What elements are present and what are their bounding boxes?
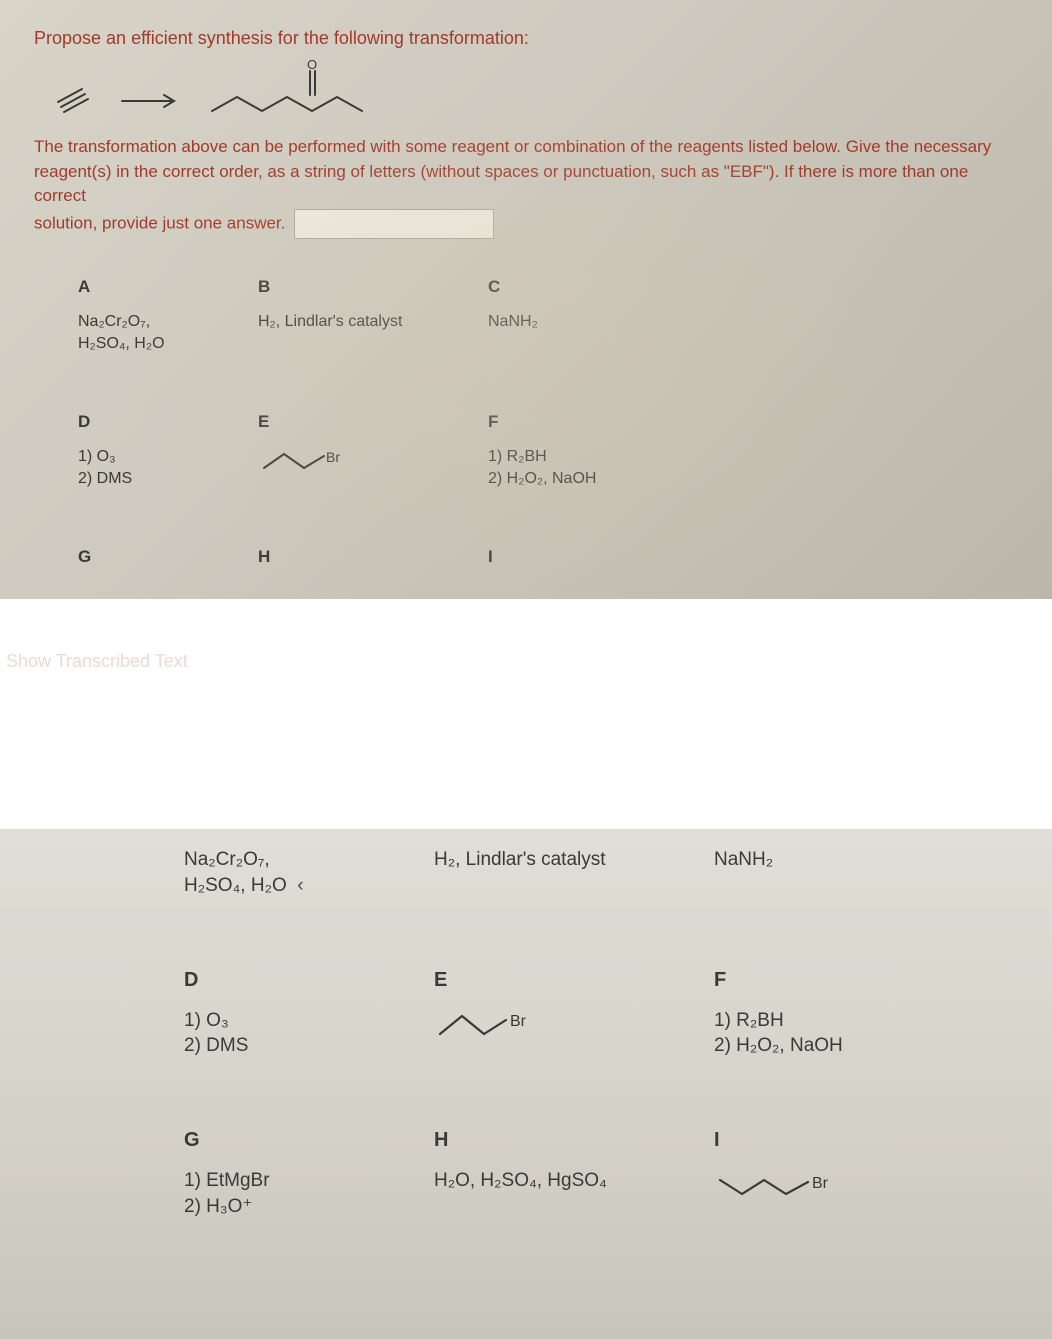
reaction-scheme: O: [52, 59, 1018, 121]
bot-reagent-a: Na₂Cr₂O₇, H₂SO₄, H₂O ‹: [184, 847, 434, 898]
reagent-a: A Na₂Cr₂O₇, H₂SO₄, H₂O: [78, 277, 258, 354]
reagent-e-label: E: [258, 412, 488, 432]
bot-reagent-e: E Br: [434, 969, 714, 1059]
reagent-d-label: D: [78, 412, 258, 432]
bot-reagent-c-line1: NaNH₂: [714, 847, 934, 873]
reagent-i-label: I: [488, 547, 668, 567]
bot-reagent-f-line2: 2) H₂O₂, NaOH: [714, 1035, 843, 1056]
reagent-a-line1: Na₂Cr₂O₇,: [78, 313, 150, 330]
middle-gap: Show Transcribed Text: [0, 599, 1052, 829]
bot-reagent-b: H₂, Lindlar's catalyst: [434, 847, 714, 898]
instruction-line-3: solution, provide just one answer.: [34, 213, 285, 232]
reagent-f-line1: 1) R₂BH: [488, 448, 547, 465]
reagent-f: F 1) R₂BH 2) H₂O₂, NaOH: [488, 412, 668, 489]
reagent-b-label: B: [258, 277, 488, 297]
question-panel-top: Propose an efficient synthesis for the f…: [0, 0, 1052, 599]
reagent-a-label: A: [78, 277, 258, 297]
question-panel-bottom: Na₂Cr₂O₇, H₂SO₄, H₂O ‹ H₂, Lindlar's cat…: [0, 829, 1052, 1339]
bot-reagent-a-line1: Na₂Cr₂O₇,: [184, 849, 270, 870]
bot-reagent-d-label: D: [184, 969, 434, 992]
bot-reagent-h-label: H: [434, 1129, 714, 1152]
bot-reagent-g-line1: 1) EtMgBr: [184, 1170, 270, 1191]
caret-icon: ‹: [292, 875, 304, 896]
reagent-d-line2: 2) DMS: [78, 470, 132, 487]
bot-reagent-b-line1: H₂, Lindlar's catalyst: [434, 847, 714, 873]
reagent-grid-top: A Na₂Cr₂O₇, H₂SO₄, H₂O B H₂, Lindlar's c…: [78, 277, 1018, 581]
instruction-line-1: The transformation above can be performe…: [34, 137, 991, 156]
reagent-f-label: F: [488, 412, 668, 432]
bot-reagent-f-line1: 1) R₂BH: [714, 1010, 784, 1031]
reagent-c-label: C: [488, 277, 668, 297]
reagent-d-line1: 1) O₃: [78, 448, 116, 465]
bot-reagent-g-line2: 2) H₃O⁺: [184, 1196, 252, 1217]
reagent-e: E Br: [258, 412, 488, 489]
allyl-bromide-icon: Br: [434, 1008, 534, 1040]
reagent-g-label: G: [78, 547, 258, 567]
bot-reagent-f: F 1) R₂BH 2) H₂O₂, NaOH: [714, 969, 934, 1059]
bot-reagent-e-label: E: [434, 969, 714, 992]
instruction-line-2: reagent(s) in the correct order, as a st…: [34, 162, 968, 206]
instruction-text: The transformation above can be performe…: [34, 135, 1004, 239]
reagent-i: I: [488, 547, 668, 581]
bot-reagent-c: NaNH₂: [714, 847, 934, 898]
butyl-bromide-icon: Br: [714, 1168, 834, 1200]
reagent-c: C NaNH₂: [488, 277, 668, 354]
allyl-bromide-icon: Br: [258, 446, 348, 474]
reagent-d: D 1) O₃ 2) DMS: [78, 412, 258, 489]
reagent-f-line2: 2) H₂O₂, NaOH: [488, 470, 596, 487]
reagent-g: G: [78, 547, 258, 581]
bot-reagent-g-label: G: [184, 1129, 434, 1152]
reagent-e-br: Br: [326, 449, 340, 465]
reagent-h-label: H: [258, 547, 488, 567]
bot-reagent-i-br: Br: [812, 1175, 829, 1192]
reagent-a-line2: H₂SO₄, H₂O: [78, 335, 165, 352]
prompt-text: Propose an efficient synthesis for the f…: [34, 28, 1018, 49]
bot-reagent-a-line2: H₂SO₄, H₂O: [184, 875, 287, 896]
reagent-grid-bottom: Na₂Cr₂O₇, H₂SO₄, H₂O ‹ H₂, Lindlar's cat…: [184, 847, 1018, 1219]
reagent-h: H: [258, 547, 488, 581]
reagent-b: B H₂, Lindlar's catalyst: [258, 277, 488, 354]
bot-reagent-d-line1: 1) O₃: [184, 1010, 229, 1031]
bot-reagent-d: D 1) O₃ 2) DMS: [184, 969, 434, 1059]
bot-reagent-e-br: Br: [510, 1013, 527, 1030]
bot-reagent-h-line1: H₂O, H₂SO₄, HgSO₄: [434, 1168, 714, 1194]
faded-text: Show Transcribed Text: [6, 651, 188, 672]
reagent-b-line1: H₂, Lindlar's catalyst: [258, 311, 488, 333]
bot-reagent-h: H H₂O, H₂SO₄, HgSO₄: [434, 1129, 714, 1219]
svg-text:O: O: [307, 59, 317, 72]
reagent-c-line1: NaNH₂: [488, 311, 668, 333]
bot-reagent-i: I Br: [714, 1129, 934, 1219]
answer-input[interactable]: [294, 209, 494, 239]
bot-reagent-f-label: F: [714, 969, 934, 992]
bot-reagent-i-label: I: [714, 1129, 934, 1152]
bot-reagent-d-line2: 2) DMS: [184, 1035, 248, 1056]
bot-reagent-g: G 1) EtMgBr 2) H₃O⁺: [184, 1129, 434, 1219]
